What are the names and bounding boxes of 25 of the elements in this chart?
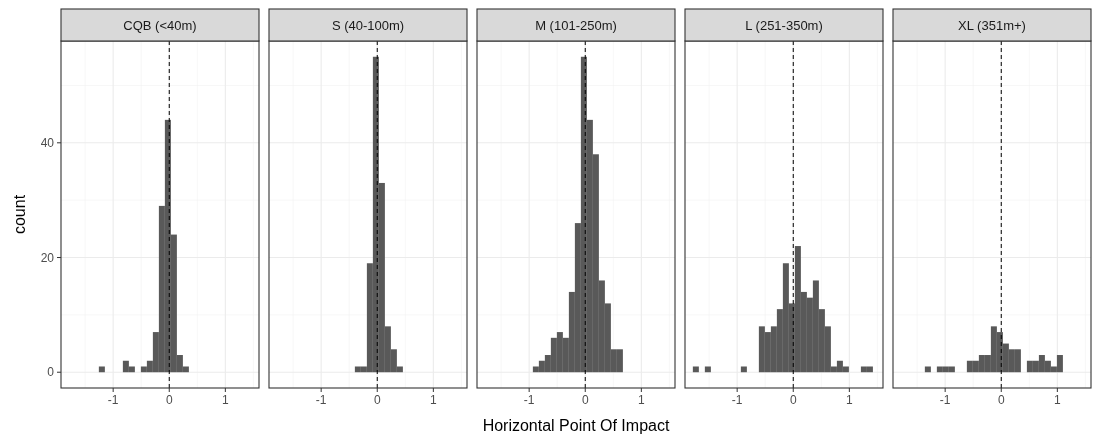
x-tick-label: 1 [222, 393, 229, 407]
x-tick-label: -1 [731, 393, 743, 407]
x-tick-label: 1 [430, 393, 437, 407]
chart-title: L (251-350m) [745, 17, 823, 33]
x-tick-label: -1 [315, 393, 327, 407]
chart-title: CQB (<40m) [123, 17, 197, 33]
chart-title: S (40-100m) [331, 17, 405, 33]
x-tick-label: 0 [997, 393, 1005, 407]
x-tick-label: 0 [581, 393, 589, 407]
chart-title: XL (351m+) [958, 17, 1026, 33]
x-tick-label: -1 [107, 393, 119, 407]
x-tick-label: 0 [165, 393, 173, 407]
x-tick-label: 1 [846, 393, 853, 407]
x-tick-label: 1 [638, 393, 645, 407]
x-tick-label: -1 [523, 393, 535, 407]
y-tick-label: 20 [40, 250, 55, 265]
y-axis-title: count [11, 194, 28, 235]
y-tick-label: 0 [47, 365, 55, 380]
y-tick-label: 40 [40, 135, 55, 150]
x-tick-label: 0 [373, 393, 381, 407]
x-tick-label: -1 [939, 393, 951, 407]
x-tick-label: 1 [1054, 393, 1061, 407]
x-tick-label: 0 [789, 393, 797, 407]
chart-title: M (101-250m) [535, 17, 617, 33]
x-axis-title: Horizontal Point Of Impact [482, 417, 670, 434]
